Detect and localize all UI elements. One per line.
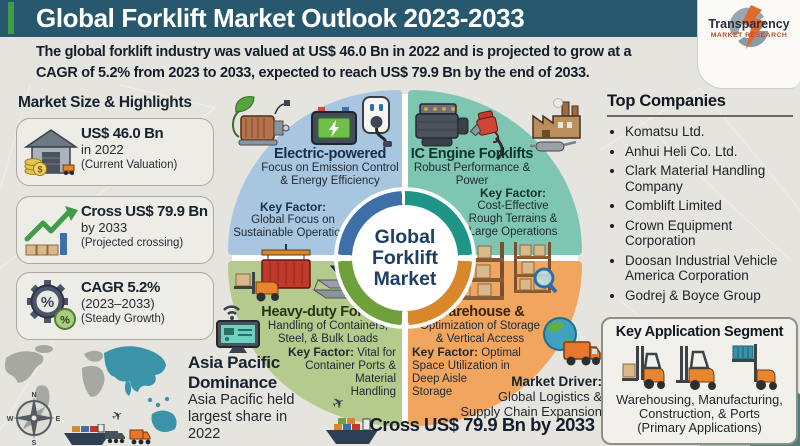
key-application-heading: Key Application Segment bbox=[615, 324, 784, 340]
globe-truck-icon bbox=[543, 317, 601, 366]
card-note: (Current Valuation) bbox=[81, 159, 178, 171]
warehouse-coins-icon: $ bbox=[23, 129, 79, 176]
segment-heavy-duty-key-factor: Key Factor: Vital for Container Ports & … bbox=[287, 345, 396, 399]
asia-pacific-highlight: Asia Pacific Dominance Asia Pacific held… bbox=[188, 353, 295, 442]
subtitle-line2: CAGR of 5.2% from 2023 to 2033, expected… bbox=[36, 65, 590, 81]
segment-warehouse-text: Warehouse & Optimization of Storage & Ve… bbox=[406, 304, 554, 346]
svg-text:E: E bbox=[56, 416, 61, 423]
key-application-text: Warehousing, Manufacturing, Construction… bbox=[616, 392, 783, 435]
logo-name: Transparency bbox=[708, 17, 790, 31]
factory-emissions-icon bbox=[530, 98, 581, 152]
company-item: Anhui Heli Co. Ltd. bbox=[625, 144, 799, 160]
market-size-heading: Market Size & Highlights bbox=[18, 94, 192, 111]
small-forklift-icon bbox=[234, 272, 279, 302]
market-size-card-2022: $ US$ 46.0 Bn in 2022 (Current Valuation… bbox=[16, 118, 214, 186]
segment-electric-text: Electric-powered Focus on Emission Contr… bbox=[256, 146, 404, 188]
svg-text:S: S bbox=[32, 440, 37, 446]
brand-logo: Transparency MARKET RESEARCH bbox=[697, 0, 800, 89]
svg-text:W: W bbox=[7, 416, 14, 423]
card-period: in 2022 bbox=[81, 142, 124, 157]
card-period: by 2033 bbox=[81, 220, 128, 235]
forklift-icon bbox=[675, 346, 716, 390]
market-size-card-cagr: % % CAGR 5.2% (2023–2033) (Steady Growth… bbox=[16, 272, 214, 340]
forklift-icons-row bbox=[603, 342, 796, 390]
cargo-ship-icon bbox=[64, 424, 110, 445]
segment-electric-title: Electric-powered bbox=[273, 146, 387, 162]
segment-electric-key-factor: Key Factor: Global Focus on Sustainable … bbox=[233, 200, 353, 239]
card-value: US$ 46.0 Bn bbox=[81, 125, 164, 142]
segment-ic-engine-text: IC Engine Forklifts Robust Performance &… bbox=[398, 146, 546, 188]
company-item: Godrej & Boyce Group bbox=[625, 288, 799, 304]
card-period: (2023–2033) bbox=[81, 296, 155, 311]
company-item: Doosan Industrial Vehicle America Corpor… bbox=[625, 253, 799, 284]
page-title: Global Forklift Market Outlook 2023-2033 bbox=[36, 3, 525, 33]
company-item: Clark Material Handling Company bbox=[625, 163, 799, 194]
cargo-ship-icon bbox=[326, 418, 378, 444]
iot-monitor-icon bbox=[216, 305, 260, 353]
logo-tagline: MARKET RESEARCH bbox=[710, 32, 788, 39]
company-item: Comblift Limited bbox=[625, 198, 799, 214]
key-application-panel: Key Application Segment bbox=[601, 317, 798, 445]
segment-ic-engine-key-factor: Key Factor: Cost-Effective Rough Terrain… bbox=[468, 186, 558, 238]
compass-icon: N W E S bbox=[7, 392, 61, 446]
forklift-container-icon bbox=[731, 344, 777, 390]
card-value: Cross US$ 79.9 Bn bbox=[81, 203, 208, 220]
segment-warehouse-key-factor: Key Factor: Optimal Space Utilization in… bbox=[412, 345, 521, 399]
growth-arrow-icon bbox=[24, 206, 78, 256]
card-value: CAGR 5.2% bbox=[81, 279, 160, 296]
top-companies-list: Komatsu Ltd. Anhui Heli Co. Ltd. Clark M… bbox=[607, 124, 799, 303]
battery-icon bbox=[311, 107, 357, 145]
svg-text:%: % bbox=[41, 294, 54, 311]
market-size-card-2033: Cross US$ 79.9 Bn by 2033 (Projected cro… bbox=[16, 196, 214, 264]
top-companies-panel: Top Companies Komatsu Ltd. Anhui Heli Co… bbox=[607, 92, 799, 307]
subtitle: The global forklift industry was valued … bbox=[36, 42, 696, 84]
company-item: Crown Equipment Corporation bbox=[625, 218, 799, 249]
company-item: Komatsu Ltd. bbox=[625, 124, 799, 140]
fuel-nozzle-icon bbox=[470, 110, 504, 160]
electric-motor-icon bbox=[232, 96, 290, 146]
projection-banner: Cross US$ 79.9 Bn by 2033 bbox=[369, 414, 595, 435]
card-note: (Steady Growth) bbox=[81, 313, 165, 325]
storage-search-icon bbox=[514, 242, 558, 294]
svg-text:$: $ bbox=[37, 165, 42, 175]
market-driver-block: Market Driver: Global Logistics & Supply… bbox=[460, 374, 602, 419]
svg-text:%: % bbox=[60, 315, 70, 327]
subtitle-line1: The global forklift industry was valued … bbox=[36, 44, 632, 60]
card-note: (Projected crossing) bbox=[81, 237, 184, 249]
header-green-accent bbox=[8, 2, 14, 34]
world-map bbox=[5, 345, 177, 432]
header-bar: Global Forklift Market Outlook 2023-2033 bbox=[0, 0, 800, 37]
market-segments-diagram: Electric-powered Focus on Emission Contr… bbox=[228, 90, 582, 426]
heading-rule bbox=[607, 115, 793, 117]
diagram-center-label: Global Forklift Market bbox=[352, 205, 458, 311]
trucks-icon bbox=[105, 429, 151, 445]
segment-warehouse-title: Warehouse & bbox=[435, 304, 525, 320]
engine-icon bbox=[415, 103, 469, 147]
forklift-box-icon bbox=[621, 346, 665, 389]
logo-swoosh-icon bbox=[729, 5, 768, 49]
top-companies-heading: Top Companies bbox=[607, 92, 726, 110]
center-ring: Global Forklift Market bbox=[338, 191, 472, 325]
segment-ic-engine-title: IC Engine Forklifts bbox=[410, 146, 534, 162]
plug-outlet-icon bbox=[362, 96, 392, 147]
gear-percent-icon: % % bbox=[27, 280, 76, 330]
crane-container-icon bbox=[261, 244, 311, 289]
svg-text:N: N bbox=[31, 392, 36, 399]
